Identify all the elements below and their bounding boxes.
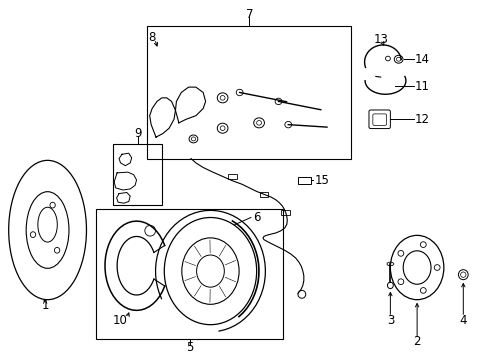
Text: 2: 2	[412, 335, 420, 348]
Bar	[96, 208, 283, 339]
Text: 4: 4	[459, 314, 466, 327]
Text: 11: 11	[414, 80, 429, 93]
Bar	[227, 174, 236, 179]
Text: 9: 9	[134, 127, 141, 140]
Text: 6: 6	[252, 211, 260, 224]
Text: 14: 14	[414, 53, 429, 66]
Text: 15: 15	[314, 174, 329, 187]
Bar	[297, 177, 310, 184]
Text: 10: 10	[113, 314, 128, 327]
Text: 1: 1	[41, 299, 49, 312]
Bar	[113, 144, 162, 205]
Bar	[259, 192, 268, 197]
Text: 3: 3	[386, 314, 393, 327]
Text: 12: 12	[414, 113, 429, 126]
Bar	[281, 210, 289, 215]
Text: 13: 13	[372, 33, 387, 46]
Bar	[147, 26, 351, 158]
Text: 7: 7	[245, 9, 253, 22]
Text: 5: 5	[186, 341, 193, 354]
Text: 8: 8	[148, 31, 156, 44]
